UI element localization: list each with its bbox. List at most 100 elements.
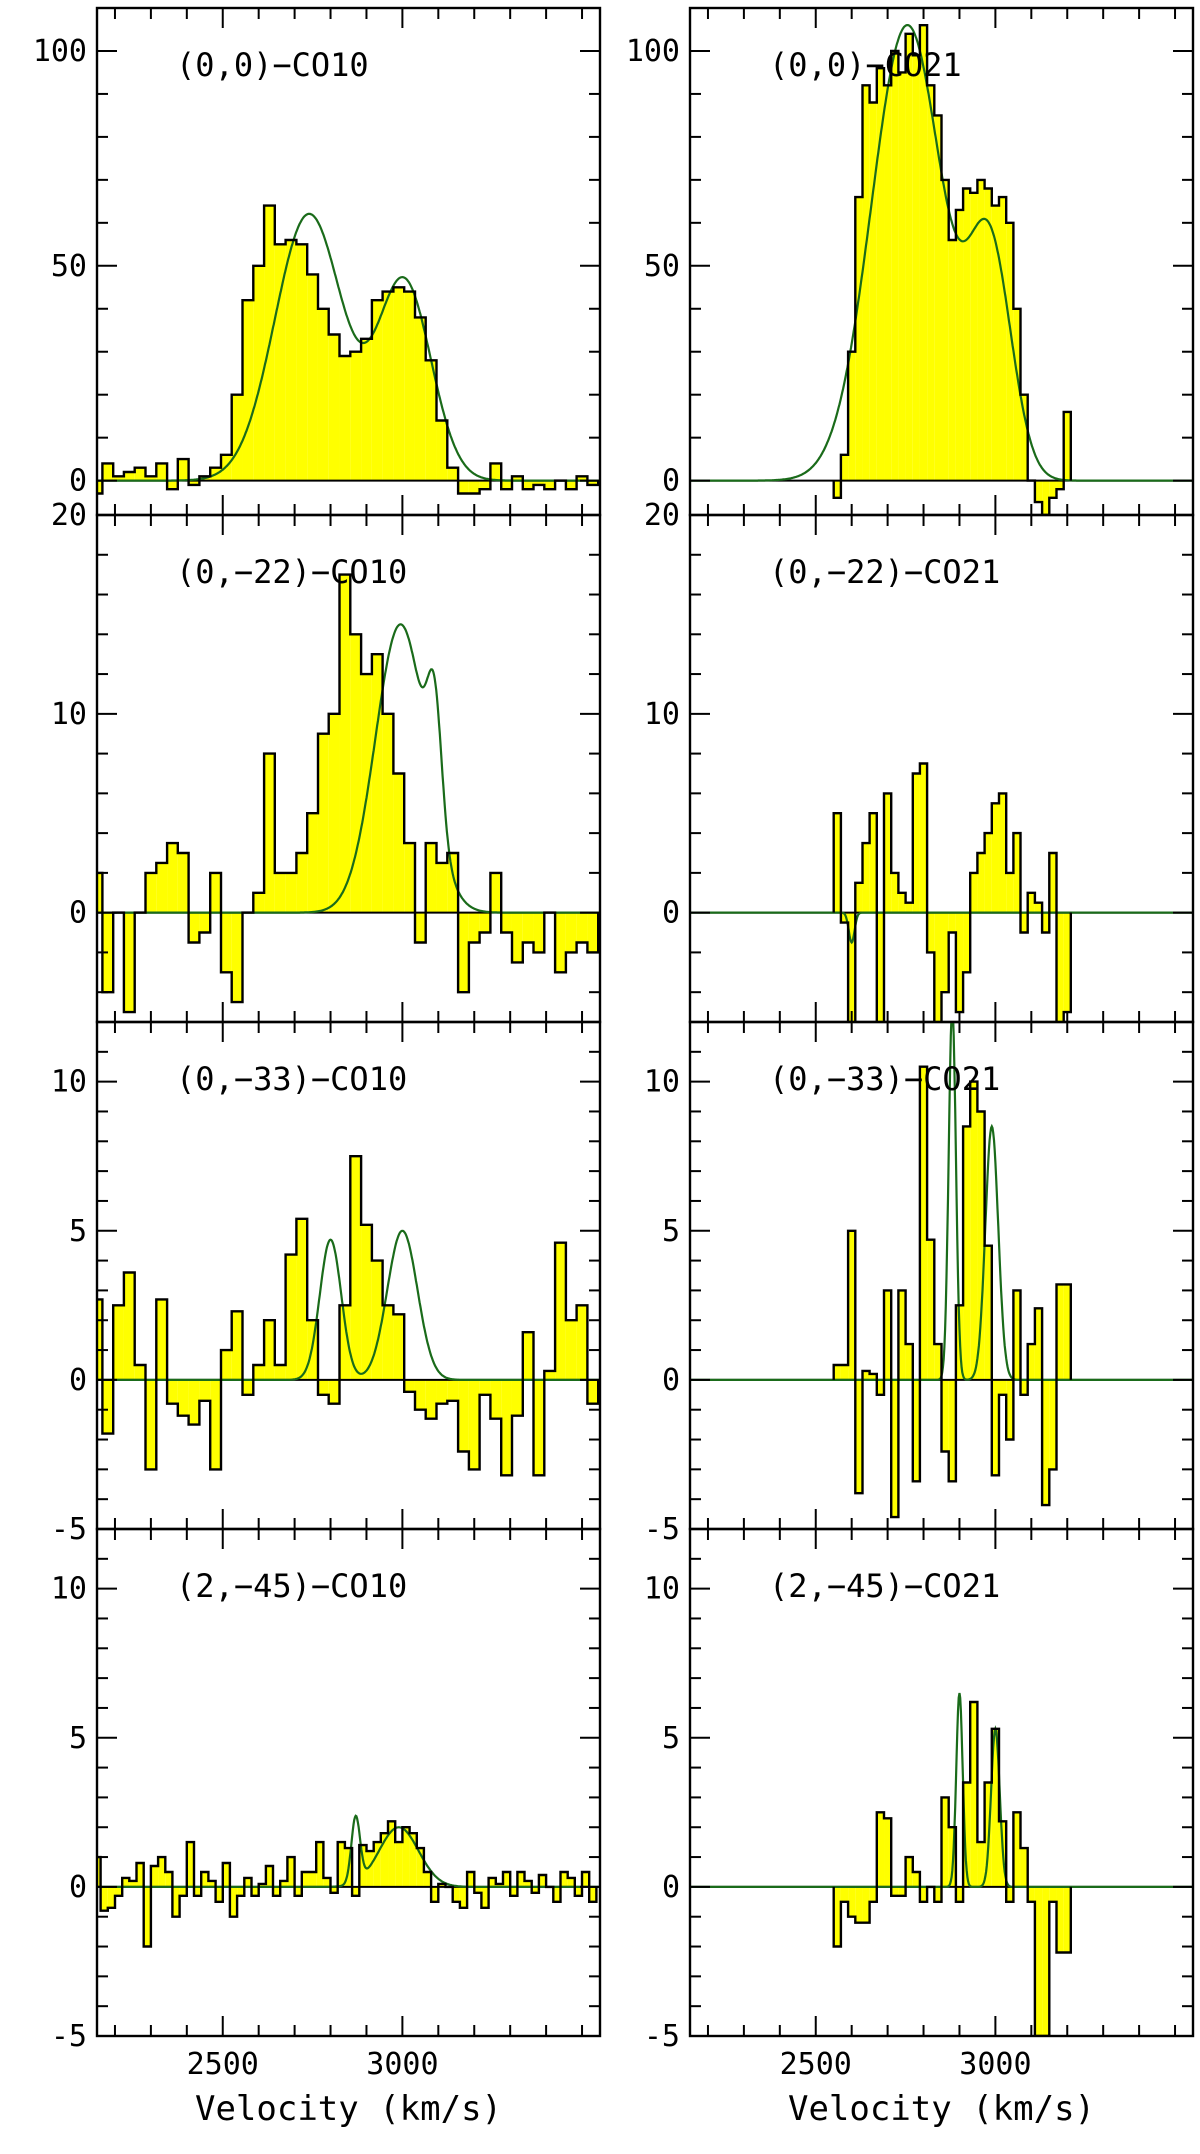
spectrum-bin [869, 813, 877, 913]
spectrum-bin [393, 773, 405, 913]
spectrum-bin [531, 1886, 539, 1893]
spectrum-bin [156, 862, 168, 913]
spectrum-bin [912, 1379, 920, 1482]
spectrum-bin [511, 476, 523, 481]
spectrum-bin [199, 912, 211, 933]
spectrum-bin [481, 1886, 489, 1908]
spectrum-bin [201, 1871, 209, 1887]
spectrum-bin [265, 1866, 274, 1887]
spectrum-panel: -5 0 5 10 (2,−45)−CO21 2500 3000 Velocity (km/s… [644, 1527, 1195, 2129]
panel-frame [95, 1527, 602, 2038]
y-tick-label: 0 [662, 1870, 680, 1905]
spectrum-bin [991, 205, 999, 481]
spectrum-bin [264, 1320, 275, 1380]
spectrum-bin [317, 1379, 329, 1395]
spectrum-bin [984, 833, 992, 913]
spectrum-bin [587, 480, 599, 485]
spectrum-bin [934, 1886, 942, 1902]
spectrum-bin [501, 912, 512, 933]
spectrum-bin [436, 1379, 448, 1404]
spectrum-bin [840, 454, 849, 481]
spectrum-bin [862, 1886, 870, 1923]
spectrum-bin [876, 912, 885, 1022]
y-tick-label: 20 [644, 498, 680, 533]
spectrum-bin [258, 1883, 266, 1887]
spectrum-bin [538, 1874, 547, 1887]
spectrum-bin [194, 1886, 202, 1896]
spectrum-bin [544, 480, 556, 490]
panel-title: (2,−45)−CO10 [176, 1567, 407, 1605]
spectrum-bin [555, 1242, 566, 1380]
y-tick-label: -5 [51, 2019, 87, 2054]
x-tick-label: 3000 [959, 2047, 1031, 2082]
spectrum-bin [587, 912, 599, 953]
spectrum-bin [167, 1379, 178, 1404]
y-tick-label: 50 [51, 249, 87, 284]
y-tick-label: 0 [69, 1363, 87, 1398]
spectrum-bin [848, 912, 856, 1022]
spectrum-bin [490, 1379, 502, 1419]
spectrum-bin [145, 872, 157, 913]
spectrum-bin [934, 912, 942, 1022]
spectrum-bin [517, 1871, 525, 1887]
spectrum-bin [165, 1871, 173, 1887]
spectrum-bin [576, 912, 588, 943]
spectrum-step-line [832, 1065, 1072, 1519]
spectrum-bin [522, 912, 534, 943]
spectrum-bin [97, 1299, 103, 1380]
spectrum-bin [544, 1370, 556, 1380]
spectrum-step-line [832, 24, 1072, 515]
spectrum-bin [366, 1851, 374, 1887]
spectrum-bin [143, 1886, 151, 1947]
spectrum-bin [970, 872, 978, 913]
spectrum-bin [919, 25, 928, 481]
spectrum-bin [1034, 480, 1043, 503]
spectrum-bin [1034, 1886, 1043, 2036]
spectrum-bin [891, 872, 899, 913]
spectrum-bin [177, 1379, 189, 1416]
panel-title: (0,0)−CO10 [176, 46, 369, 84]
spectrum-bin [316, 1842, 324, 1887]
spectrum-bin [393, 1314, 405, 1380]
spectrum-bin [919, 1066, 928, 1380]
spectrum-bin [317, 308, 329, 481]
spectrum-bin [167, 843, 178, 913]
spectrum-bin [409, 1833, 417, 1887]
spectrum-bin [231, 394, 243, 481]
panel-frame [688, 1020, 1195, 1531]
spectrum-bin [1063, 1284, 1071, 1380]
spectrum-bin [919, 1886, 928, 1902]
y-tick-label: 5 [69, 1214, 87, 1249]
spectrum-bin [1063, 912, 1071, 1013]
spectrum-bin [136, 1863, 144, 1887]
spectrum-bin [998, 1379, 1007, 1395]
spectrum-bin [425, 1379, 437, 1419]
model-fit-line [97, 212, 600, 482]
spectrum-bin [350, 351, 362, 481]
spectrum-bin [280, 1880, 288, 1887]
fill-group [833, 763, 1071, 1022]
spectrum-bin [567, 1877, 575, 1887]
spectrum-bin [1013, 1290, 1021, 1380]
spectrum-bin [380, 1833, 389, 1887]
panel-title: (0,−33)−CO10 [176, 1060, 407, 1098]
spectrum-bin [1006, 1886, 1014, 1902]
y-tick-label: 20 [51, 498, 87, 533]
y-tick-label: 10 [51, 697, 87, 732]
spectrum-bin [402, 1827, 410, 1887]
spectrum-panel: 0 10 20 (0,−22)−CO21 [644, 498, 1195, 1024]
spectrum-bin [1006, 1379, 1014, 1440]
y-tick-label: 10 [644, 1065, 680, 1100]
spectrum-bin [323, 1877, 331, 1887]
spectrum-bin [285, 872, 297, 913]
spectrum-bin [156, 463, 168, 481]
spectrum-bin [912, 773, 920, 913]
spectrum-bin [100, 1886, 108, 1911]
spectrum-bin [912, 1871, 920, 1887]
spectrum-bin [984, 188, 992, 481]
spectrum-bin [317, 733, 329, 913]
spectrum-bin [963, 912, 971, 973]
spectrum-bin [294, 1886, 302, 1896]
spectrum-step-line [97, 204, 600, 495]
spectrum-bin [927, 1239, 935, 1380]
